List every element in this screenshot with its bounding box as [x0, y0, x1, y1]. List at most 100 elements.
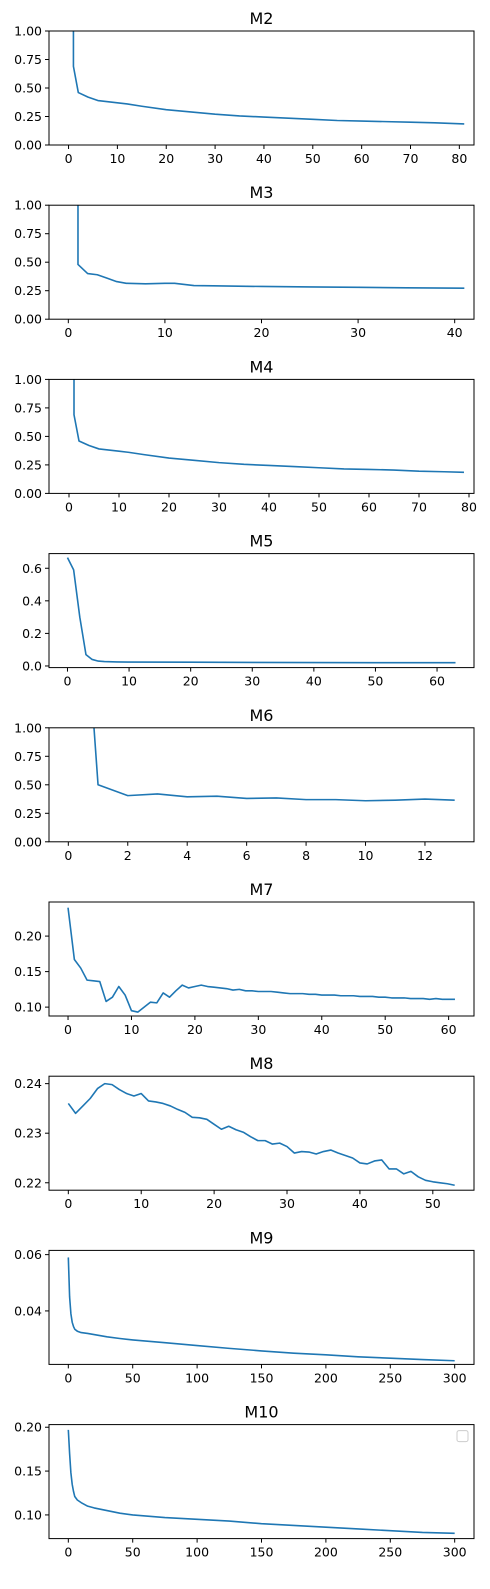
x-tick-label: 50 — [377, 1022, 393, 1037]
x-tick-label: 50 — [311, 499, 327, 514]
x-tick-label: 40 — [261, 499, 277, 514]
subplot-title: M8 — [250, 1054, 274, 1073]
y-tick-label: 0.22 — [14, 1175, 42, 1190]
x-tick-label: 60 — [354, 151, 370, 166]
series-line — [72, 31, 465, 125]
x-tick-label: 300 — [443, 1545, 467, 1560]
x-tick-label: 8 — [302, 848, 310, 863]
x-tick-label: 30 — [250, 1022, 266, 1037]
x-tick-label: 100 — [185, 1370, 209, 1385]
x-tick-label: 30 — [207, 151, 223, 166]
y-tick-label: 0.4 — [22, 593, 42, 608]
subplot-title: M10 — [244, 1403, 278, 1422]
y-tick-label: 1.00 — [14, 198, 42, 213]
x-tick-label: 100 — [185, 1545, 209, 1560]
subplot-title: M9 — [250, 1228, 274, 1247]
y-tick-label: 0.50 — [14, 81, 42, 96]
x-tick-label: 40 — [256, 151, 272, 166]
y-tick-label: 0.15 — [14, 1464, 42, 1479]
y-tick-label: 0.23 — [14, 1126, 42, 1141]
x-tick-label: 40 — [306, 674, 322, 689]
x-tick-label: 200 — [314, 1370, 338, 1385]
x-tick-label: 30 — [244, 674, 260, 689]
x-tick-label: 40 — [447, 325, 463, 340]
x-tick-label: 10 — [133, 1196, 149, 1211]
x-tick-label: 10 — [157, 325, 173, 340]
y-tick-label: 1.00 — [14, 24, 42, 39]
y-tick-label: 0.00 — [14, 834, 42, 849]
x-tick-label: 20 — [161, 499, 177, 514]
y-tick-label: 0.20 — [14, 929, 42, 944]
axes-frame — [48, 204, 475, 320]
subplot-m2: M2 0 10 20 30 40 50 60 70 80 0.00 0.25 0.50 0.75 1.00 — [14, 9, 475, 166]
x-tick-label: 0 — [65, 499, 73, 514]
subplot-title: M5 — [250, 532, 274, 551]
subplot-title: M4 — [250, 357, 274, 376]
x-tick-label: 10 — [109, 151, 125, 166]
legend-box — [456, 1430, 469, 1443]
subplot-m10: M10 0 50 100 150 200 250 300 0.10 0.15 0.20 — [14, 1403, 475, 1560]
x-tick-label: 0 — [64, 1370, 72, 1385]
x-tick-label: 20 — [254, 325, 270, 340]
series-line — [67, 1429, 455, 1535]
y-tick-label: 0.75 — [14, 52, 42, 67]
y-tick-label: 0.0 — [22, 658, 42, 673]
x-tick-label: 0 — [64, 848, 72, 863]
x-tick-label: 70 — [403, 151, 419, 166]
x-tick-label: 60 — [361, 499, 377, 514]
x-tick-label: 6 — [243, 848, 251, 863]
axes-frame — [48, 553, 475, 669]
y-tick-label: 0.50 — [14, 777, 42, 792]
x-tick-label: 60 — [441, 1022, 457, 1037]
x-tick-label: 50 — [305, 151, 321, 166]
axes-frame — [48, 1424, 475, 1540]
x-tick-label: 10 — [111, 499, 127, 514]
x-tick-label: 40 — [352, 1196, 368, 1211]
y-tick-label: 0.20 — [14, 1420, 42, 1435]
axes-frame — [48, 727, 475, 843]
x-tick-label: 50 — [125, 1545, 141, 1560]
y-tick-label: 0.75 — [14, 400, 42, 415]
x-tick-label: 150 — [250, 1545, 274, 1560]
axes-frame — [48, 1075, 475, 1191]
subplot-m4: M4 0 10 20 30 40 50 60 70 80 0.00 0.25 0.50 0.75 1.00 — [14, 357, 477, 514]
series-line — [73, 379, 465, 474]
series-line — [93, 727, 455, 802]
subplot-m3: M3 0 10 20 30 40 0.00 0.25 0.50 0.75 1.00 — [14, 183, 475, 340]
axes-frame — [48, 378, 475, 494]
y-tick-label: 0.75 — [14, 749, 42, 764]
x-tick-label: 40 — [314, 1022, 330, 1037]
subplot-m5: M5 0 10 20 30 40 50 60 0.0 0.2 0.4 0.6 — [22, 532, 475, 689]
axes-frame — [48, 30, 475, 146]
y-tick-label: 0.2 — [22, 626, 42, 641]
subplot-title: M3 — [250, 183, 274, 202]
y-tick-label: 0.25 — [14, 457, 42, 472]
x-tick-label: 70 — [411, 499, 427, 514]
x-tick-label: 50 — [425, 1196, 441, 1211]
subplot-title: M2 — [250, 9, 274, 28]
y-tick-label: 0.04 — [14, 1303, 42, 1318]
x-tick-label: 50 — [367, 674, 383, 689]
y-tick-label: 0.25 — [14, 109, 42, 124]
x-tick-label: 0 — [64, 325, 72, 340]
subplot-m8: M8 0 10 20 30 40 50 0.22 0.23 0.24 — [14, 1054, 475, 1211]
y-tick-label: 0.6 — [22, 561, 42, 576]
y-tick-label: 0.10 — [14, 1507, 42, 1522]
y-tick-label: 0.75 — [14, 226, 42, 241]
series-line — [77, 205, 465, 289]
x-tick-label: 0 — [64, 1545, 72, 1560]
x-tick-label: 0 — [64, 674, 72, 689]
y-tick-label: 0.10 — [14, 1000, 42, 1015]
x-tick-label: 2 — [124, 848, 132, 863]
x-tick-label: 60 — [429, 674, 445, 689]
y-tick-label: 0.15 — [14, 964, 42, 979]
series-line — [67, 1082, 455, 1187]
y-tick-label: 0.00 — [14, 486, 42, 501]
y-tick-label: 0.50 — [14, 255, 42, 270]
x-tick-label: 0 — [64, 1022, 72, 1037]
series-line — [67, 907, 455, 1013]
axes-frame — [48, 1249, 475, 1365]
x-tick-label: 30 — [350, 325, 366, 340]
y-tick-label: 0.00 — [14, 312, 42, 327]
